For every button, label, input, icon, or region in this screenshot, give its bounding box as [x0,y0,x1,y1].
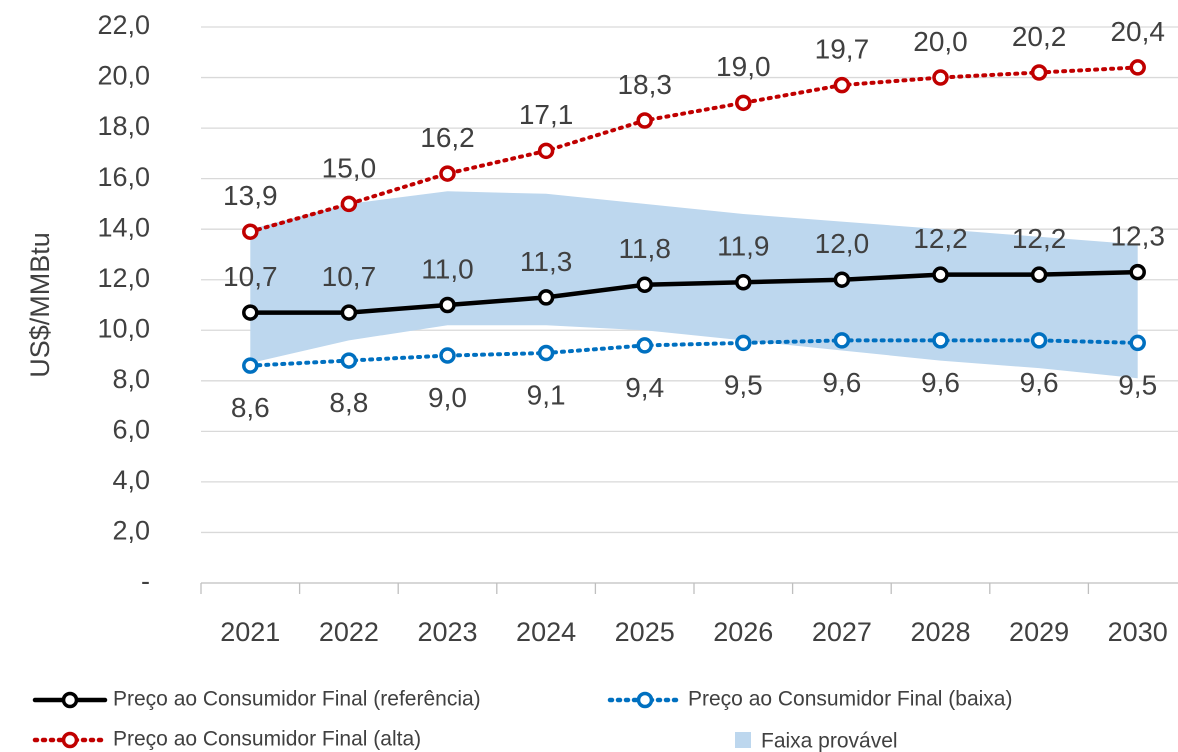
data-label: 19,7 [815,34,870,65]
point [1129,59,1146,76]
y-tick-label: 10,0 [97,313,150,343]
point [439,165,456,182]
y-tick-label: 18,0 [97,111,150,141]
legend-swatch [735,732,751,748]
data-label: 19,0 [716,51,771,82]
y-tick-label: 4,0 [112,465,150,495]
point [932,266,949,283]
point [833,332,851,349]
x-tick-label: 2023 [417,617,477,647]
point [932,332,949,349]
y-tick-label: - [141,566,150,596]
point [1030,64,1048,81]
data-label: 9,5 [724,369,763,400]
legend-label: Faixa provável [761,730,898,752]
point [242,357,259,374]
legend-label: Preço ao Consumidor Final (alta) [113,728,421,751]
y-tick-label: 22,0 [97,10,150,40]
y-tick-label: 2,0 [112,516,150,546]
data-label: 12,3 [1110,221,1165,252]
data-label: 11,3 [520,246,572,277]
data-label: 8,6 [231,392,270,423]
data-label: 16,2 [420,122,475,153]
legend-marker [61,691,79,709]
point [537,344,555,362]
point [735,274,752,291]
data-label: 9,6 [1020,367,1059,398]
data-label: 9,4 [625,372,664,403]
series-line [248,65,1140,234]
legend-label: Preço ao Consumidor Final (baixa) [688,688,1012,711]
data-label: 9,0 [428,382,467,413]
point [735,94,752,112]
y-axis-title: US$/MMBtu [25,232,55,378]
y-tick-label: 16,0 [97,162,150,192]
data-label: 12,2 [913,223,968,254]
point [1129,334,1146,352]
point [340,195,358,213]
data-label: 17,1 [519,99,574,130]
x-tick-label: 2027 [812,617,872,647]
legend-marker [636,691,654,709]
legend-label: Preço ao Consumidor Final (referência) [113,688,481,711]
data-label: 18,3 [617,69,672,100]
data-label: 9,1 [527,379,566,410]
point [340,352,358,369]
x-tick-label: 2025 [615,617,675,647]
y-tick-label: 6,0 [112,414,150,444]
data-label: 9,6 [822,367,861,398]
point [439,296,456,314]
y-tick-label: 12,0 [97,263,150,293]
point [242,223,259,240]
data-label: 12,2 [1012,223,1067,254]
point [537,289,555,306]
data-label: 15,0 [322,152,377,183]
point [1030,266,1048,283]
x-tick-label: 2026 [713,617,773,647]
data-label: 10,7 [322,261,377,292]
data-label: 8,8 [329,387,368,418]
x-tick-label: 2024 [516,617,576,647]
data-label: 20,0 [913,26,968,57]
data-label: 11,0 [421,253,473,284]
point [1129,263,1146,281]
point [537,142,555,160]
data-label: 20,4 [1110,16,1165,47]
y-tick-label: 8,0 [112,364,150,394]
point [439,347,456,364]
point [932,69,949,86]
x-tick-label: 2030 [1108,617,1168,647]
data-label: 11,9 [717,231,769,262]
y-tick-label: 14,0 [97,212,150,242]
data-label: 9,6 [921,367,960,398]
x-tick-label: 2028 [910,617,970,647]
point [636,276,653,294]
x-tick-label: 2022 [319,617,379,647]
data-label: 12,0 [815,228,870,259]
series-line [248,269,1140,315]
point [242,304,259,321]
point [833,271,851,288]
legend-marker [61,731,79,749]
y-tick-label: 20,0 [97,61,150,91]
point [636,337,653,354]
point [735,334,752,352]
data-label: 10,7 [223,261,278,292]
data-label: 13,9 [223,180,278,211]
data-label: 9,5 [1118,369,1157,400]
x-tick-label: 2029 [1009,617,1069,647]
data-label: 20,2 [1012,21,1067,52]
point [340,304,358,321]
point [1030,332,1048,349]
data-label: 11,8 [618,233,670,264]
point [636,112,653,129]
x-tick-label: 2021 [220,617,280,647]
point [833,76,851,94]
